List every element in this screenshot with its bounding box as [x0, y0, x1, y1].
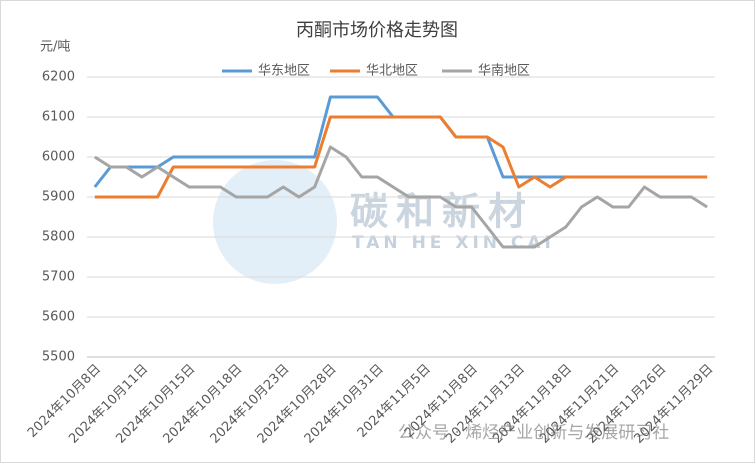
y-tick-label: 5800 — [42, 230, 75, 245]
watermark: TAN HE XIN CAI — [352, 233, 555, 253]
y-tick-label: 5700 — [42, 270, 75, 285]
y-tick-label: 6200 — [42, 70, 75, 85]
legend-label: 华北地区 — [366, 64, 418, 79]
y-tick-label: 6100 — [42, 110, 75, 125]
legend: 华东地区 华北地区 华南地区 — [222, 63, 530, 79]
y-tick-label: 5900 — [42, 190, 75, 205]
watermark: 碳和新材 — [350, 190, 534, 234]
legend-label: 华东地区 — [258, 64, 310, 79]
y-tick-label: 6000 — [42, 150, 75, 165]
y-tick-label: 5500 — [42, 350, 75, 365]
series-line — [94, 115, 708, 199]
chart-title: 丙酮市场价格走势图 — [296, 20, 458, 41]
series-line — [93, 145, 708, 249]
watermark: 公众号 · 烯烃产业创新与发展研习社 — [398, 423, 669, 443]
y-axis-title: 元/吨 — [40, 40, 70, 55]
legend-label: 华南地区 — [478, 63, 530, 79]
y-tick-label: 5600 — [42, 310, 75, 325]
